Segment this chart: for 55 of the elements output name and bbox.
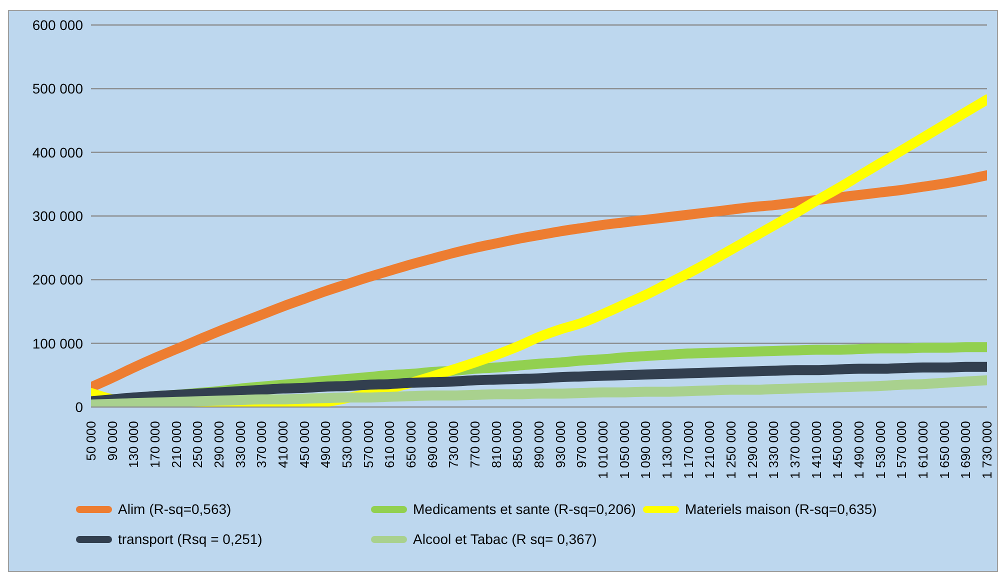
x-tick-label: 890 000 [532, 421, 546, 468]
x-tick-label: 410 000 [276, 421, 290, 468]
x-tick-label: 850 000 [510, 421, 526, 468]
x-tick-label: 330 000 [232, 421, 248, 468]
x-tick-label: 250 000 [190, 421, 206, 468]
y-tick-label: 600 000 [32, 16, 84, 33]
y-tick-label: 200 000 [32, 272, 84, 288]
x-tick-label: 130 000 [126, 421, 142, 468]
legend-label: transport (Rsq = 0,251) [118, 531, 262, 547]
legend-label: Medicaments et sante (R-sq=0,206) [413, 501, 636, 517]
x-tick-label: 610 000 [382, 421, 398, 468]
x-tick-label: 1 650 000 [936, 421, 952, 479]
x-tick-label: 1 690 000 [958, 421, 974, 479]
x-tick-label: 1 170 000 [680, 421, 696, 479]
x-tick-label: 930 000 [552, 421, 568, 468]
x-tick-label: 1 370 000 [788, 421, 802, 479]
y-tick-label: 100 000 [32, 335, 84, 352]
x-tick-label: 490 000 [318, 421, 334, 468]
x-tick-label: 1 290 000 [744, 421, 760, 479]
y-tick-label: 0 [75, 398, 84, 415]
x-tick-label: 810 000 [488, 421, 504, 468]
x-tick-label: 770 000 [468, 421, 482, 468]
x-tick-label: 1 450 000 [830, 421, 846, 479]
x-tick-label: 1 050 000 [616, 421, 632, 479]
y-tick-label: 300 000 [32, 208, 84, 224]
x-tick-label: 970 000 [574, 421, 590, 468]
legend-label: Alim (R-sq=0,563) [118, 501, 232, 517]
x-tick-label: 1 530 000 [872, 421, 888, 479]
x-tick-label: 690 000 [424, 421, 440, 468]
x-tick-label: 530 000 [340, 421, 354, 468]
x-tick-label: 1 090 000 [638, 421, 654, 479]
x-tick-label: 170 000 [148, 421, 162, 468]
x-tick-label: 1 570 000 [894, 421, 910, 479]
x-tick-label: 570 000 [360, 421, 376, 468]
x-tick-label: 730 000 [446, 421, 462, 468]
x-tick-label: 1 250 000 [724, 421, 738, 479]
y-tick-label: 400 000 [32, 144, 84, 160]
legend-label: Alcool et Tabac (R sq= 0,367) [413, 531, 597, 547]
x-tick-label: 1 730 000 [980, 421, 994, 479]
x-tick-label: 450 000 [296, 421, 312, 468]
x-tick-label: 210 000 [168, 421, 184, 468]
x-tick-label: 1 610 000 [916, 421, 930, 479]
legend-label: Materiels maison (R-sq=0,635) [685, 501, 877, 517]
x-tick-label: 1 010 000 [596, 421, 610, 479]
x-tick-label: 370 000 [254, 421, 270, 468]
y-tick-label: 500 000 [32, 80, 84, 97]
x-tick-label: 1 210 000 [702, 421, 718, 479]
x-tick-label: 650 000 [404, 421, 418, 468]
x-tick-label: 90 000 [104, 421, 120, 461]
x-tick-label: 50 000 [84, 421, 98, 461]
x-tick-label: 290 000 [212, 421, 226, 468]
x-tick-label: 1 490 000 [852, 421, 866, 479]
x-tick-label: 1 410 000 [808, 421, 824, 479]
x-tick-label: 1 330 000 [766, 421, 782, 479]
x-tick-label: 1 130 000 [660, 421, 674, 479]
